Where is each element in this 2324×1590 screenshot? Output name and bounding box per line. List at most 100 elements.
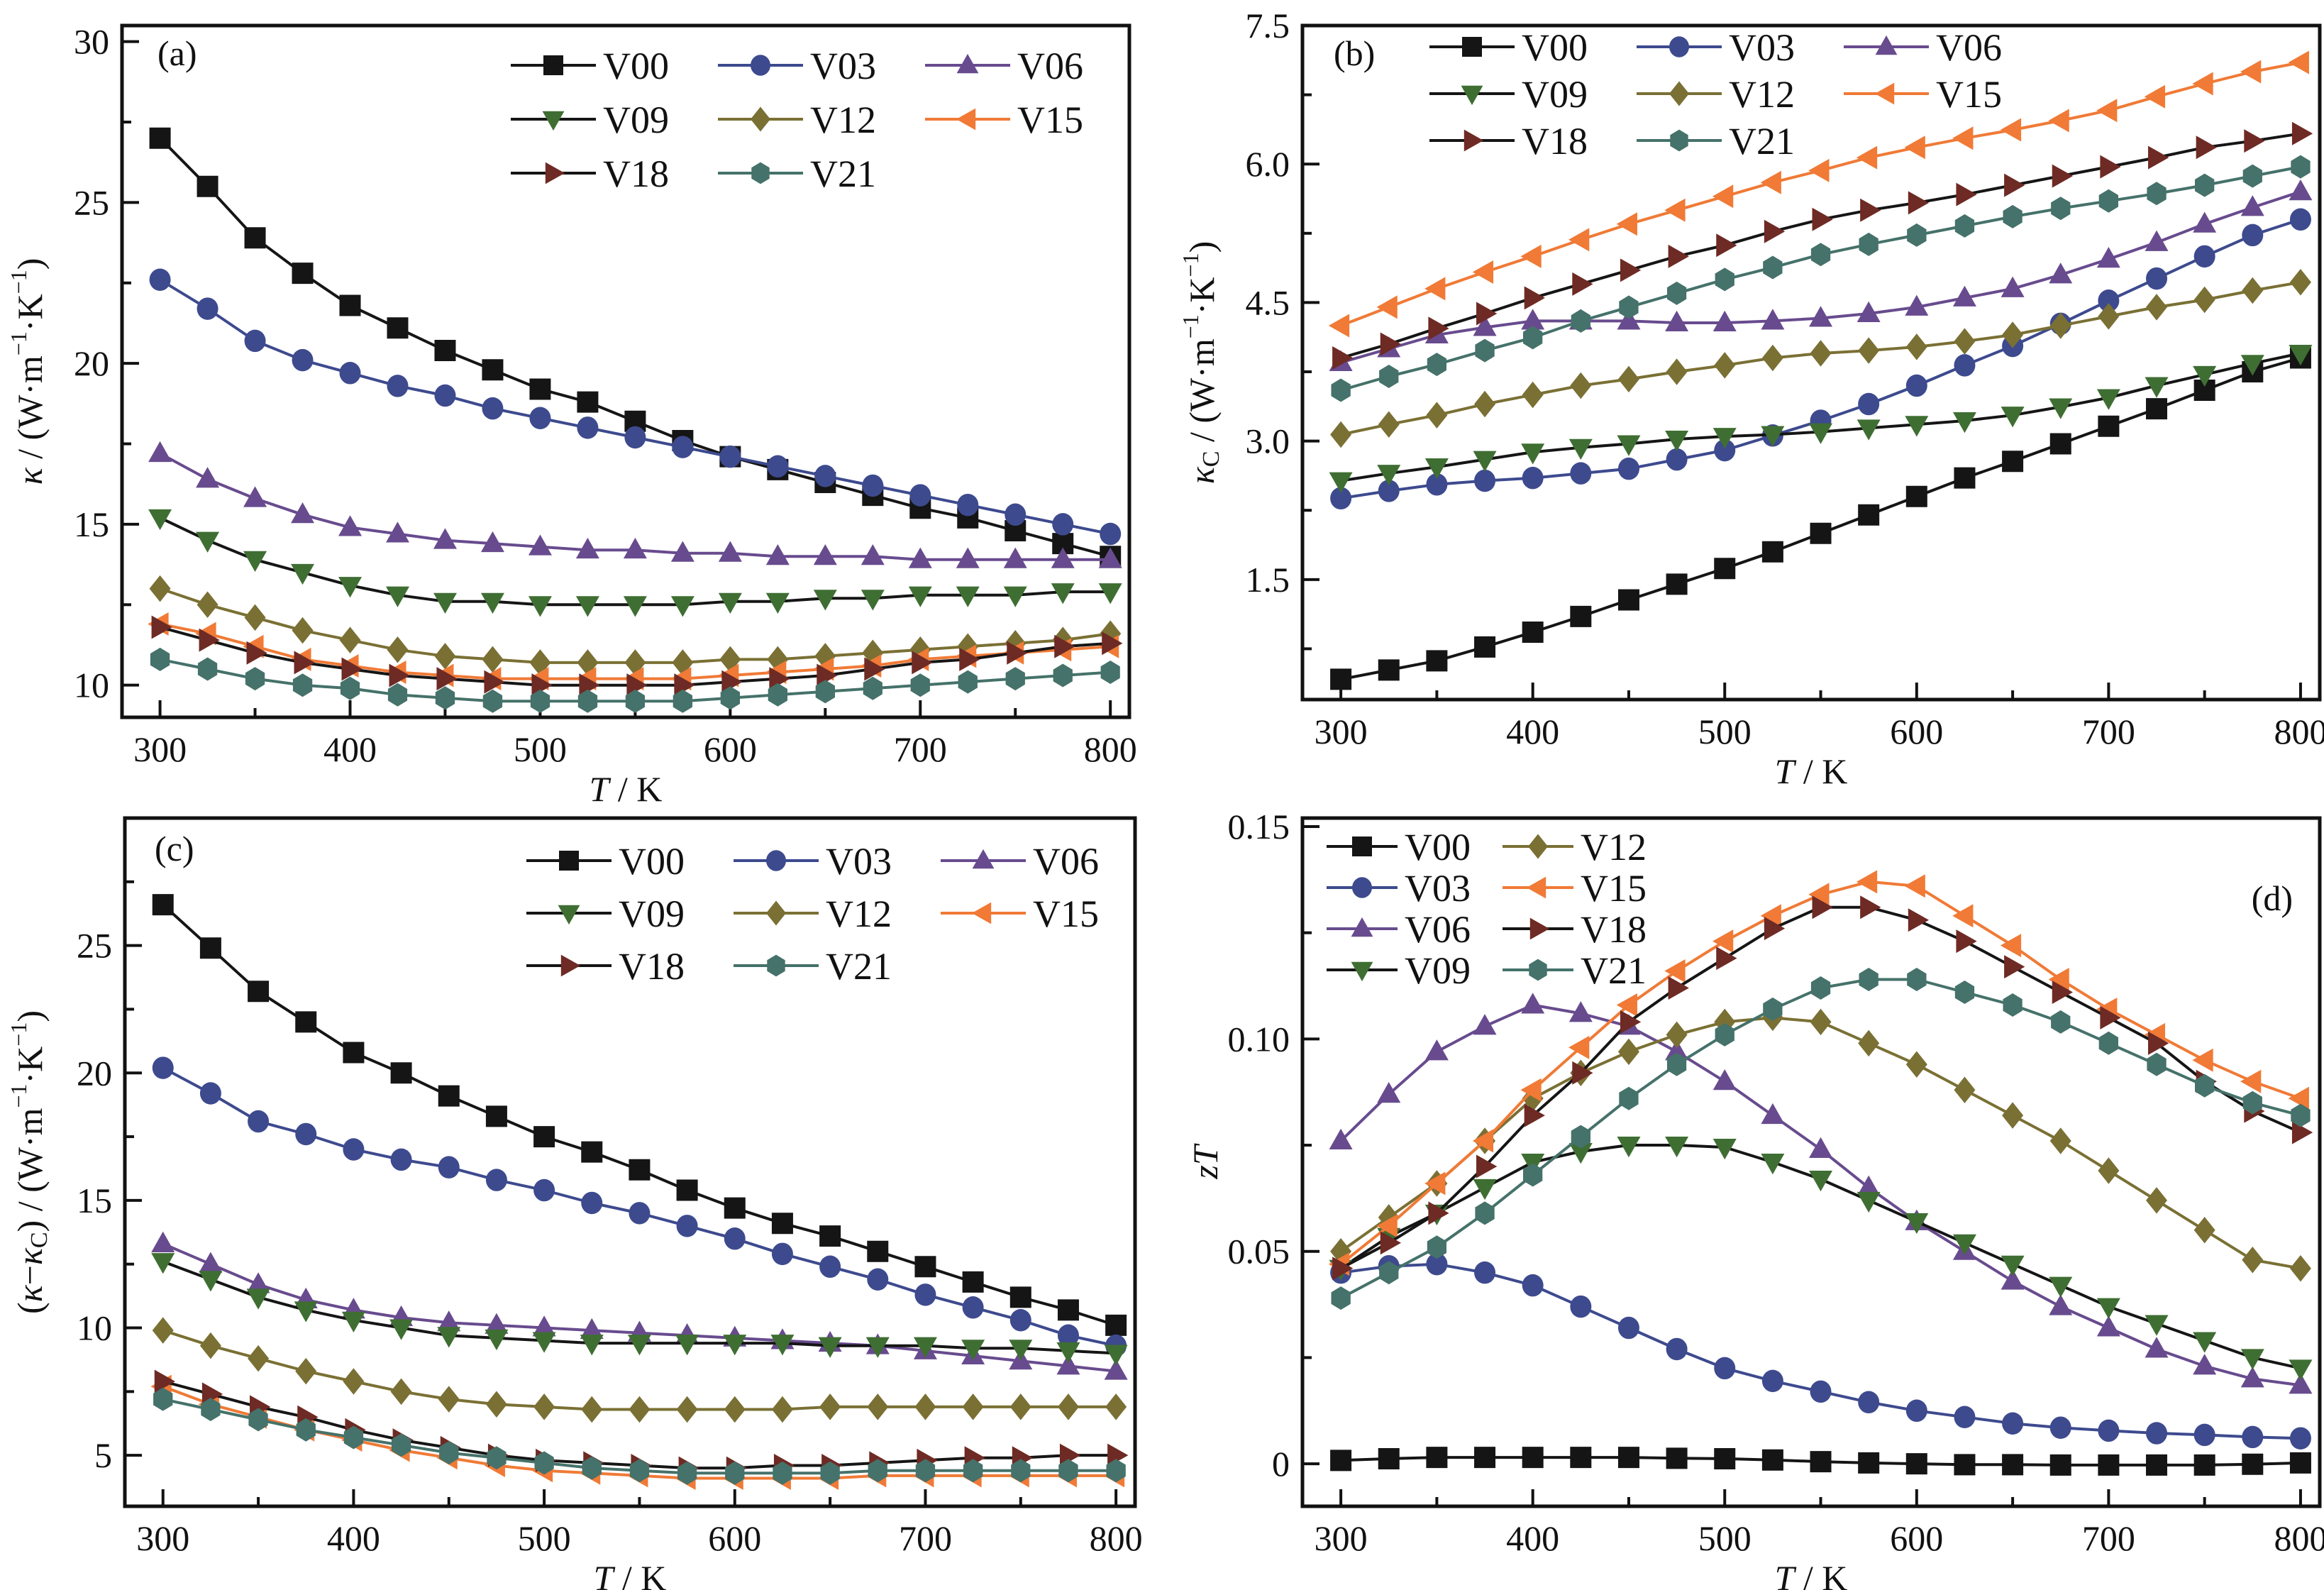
data-point-V00	[533, 1126, 555, 1148]
data-point-V18	[2291, 1120, 2313, 1144]
data-point-V03	[1617, 1316, 1639, 1340]
data-point-V03	[1570, 1295, 1592, 1318]
data-point-V12	[2146, 294, 2168, 321]
data-point-V00	[867, 1240, 889, 1262]
data-point-V06	[480, 531, 504, 553]
data-point-V06	[1857, 301, 1881, 323]
data-point-V12	[1057, 1393, 1079, 1420]
x-tick-label: 500	[518, 1518, 571, 1558]
data-point-V06	[1761, 309, 1785, 330]
data-point-V18	[1668, 244, 1689, 268]
data-point-V15	[1904, 136, 1925, 160]
legend-marker-V06	[1875, 35, 1898, 55]
legend-label: V06	[1936, 26, 2002, 69]
data-point-V21	[1810, 243, 1831, 267]
legend-label: V09	[1405, 949, 1471, 992]
data-point-V03	[629, 1202, 651, 1225]
data-point-V00	[152, 894, 174, 916]
data-point-V00	[1761, 1449, 1783, 1471]
data-point-V00	[390, 1062, 412, 1084]
data-point-V00	[676, 1179, 698, 1201]
y-tick-label: 6.0	[1246, 144, 1290, 184]
data-point-V03	[199, 1082, 221, 1105]
data-point-V21	[2242, 164, 2262, 188]
data-point-V12	[1858, 337, 1880, 364]
y-title-symbol: κ	[1182, 466, 1222, 484]
data-point-V18	[817, 663, 838, 688]
data-point-V00	[1810, 522, 1832, 544]
data-point-V09	[1809, 423, 1833, 444]
data-point-V15	[2144, 84, 2166, 109]
data-point-V12	[1105, 1393, 1127, 1420]
y-tick-label: 10	[74, 666, 109, 705]
data-point-V06	[1056, 1354, 1080, 1375]
data-point-V00	[1426, 650, 1448, 672]
data-point-V18	[1572, 1061, 1593, 1085]
data-point-V15	[2000, 934, 2022, 958]
data-point-V03	[244, 329, 266, 353]
data-point-V03	[390, 1148, 412, 1171]
data-point-V21	[1619, 295, 1639, 319]
y-title-units-mid: ·K	[1182, 277, 1222, 314]
data-point-V03	[434, 384, 456, 407]
data-point-V03	[2242, 223, 2264, 247]
legend-label: V12	[1581, 826, 1647, 868]
data-point-V21	[1058, 1459, 1078, 1483]
data-point-V21	[2195, 173, 2215, 197]
data-point-V09	[2001, 1255, 2025, 1276]
data-point-V09	[956, 586, 980, 607]
y-title-units-mid: ·K	[10, 294, 50, 331]
legend-marker-V06	[1351, 917, 1373, 937]
data-point-V06	[1809, 1137, 1833, 1159]
y-title-symbol: κ	[10, 1284, 50, 1302]
data-point-V21	[2051, 1010, 2071, 1034]
x-tick-label: 400	[323, 729, 377, 769]
x-title-units: / K	[1794, 1558, 1847, 1590]
data-point-V06	[908, 547, 932, 568]
y-tick-label: 15	[74, 504, 109, 544]
data-point-V09	[623, 596, 647, 617]
data-point-V21	[340, 676, 360, 700]
data-point-V06	[433, 528, 457, 549]
data-point-V09	[243, 551, 267, 573]
data-point-V03	[867, 1268, 889, 1291]
data-point-V06	[861, 544, 885, 565]
data-point-V21	[391, 1433, 411, 1457]
x-tick-label: 500	[514, 729, 567, 769]
legend-marker-V21	[767, 954, 785, 977]
data-point-V06	[1003, 547, 1027, 568]
legend-label: V12	[810, 99, 876, 141]
data-point-V15	[1472, 1129, 1494, 1153]
data-point-V21	[2003, 993, 2023, 1017]
data-point-V03	[1474, 1261, 1496, 1284]
data-point-V06	[1329, 1128, 1353, 1150]
legend-marker-V15	[1874, 82, 1895, 105]
data-point-V03	[2146, 267, 2168, 290]
legend-marker-V15	[1526, 876, 1546, 899]
legend-marker-V18	[560, 954, 581, 977]
data-point-V18	[1380, 332, 1402, 356]
data-point-V15	[2048, 968, 2069, 992]
legend-label: V09	[603, 99, 669, 141]
legend-label: V03	[810, 45, 876, 87]
data-point-V06	[2145, 230, 2169, 251]
data-point-V15	[1328, 314, 1350, 338]
data-point-V03	[1570, 462, 1592, 485]
y-title-minus: −	[10, 1265, 50, 1285]
data-point-V21	[1954, 981, 1975, 1004]
data-point-V12	[1810, 1008, 1832, 1036]
data-point-V03	[2289, 1427, 2311, 1450]
y-title-symbol2: κ	[10, 1247, 50, 1265]
data-point-V15	[2240, 1069, 2262, 1093]
panel-label: (a)	[157, 33, 197, 73]
data-point-V21	[582, 1456, 602, 1480]
data-point-V03	[676, 1215, 698, 1237]
legend-marker-V15	[971, 902, 992, 924]
data-point-V21	[1763, 255, 1783, 280]
legend-item-V21: V21	[1637, 120, 1795, 162]
data-point-V03	[814, 465, 836, 487]
legend: V00 V03 V06 V09 V12 V15 V18 V21	[1429, 26, 2002, 162]
data-point-V12	[438, 1386, 460, 1413]
data-point-V00	[438, 1085, 460, 1107]
